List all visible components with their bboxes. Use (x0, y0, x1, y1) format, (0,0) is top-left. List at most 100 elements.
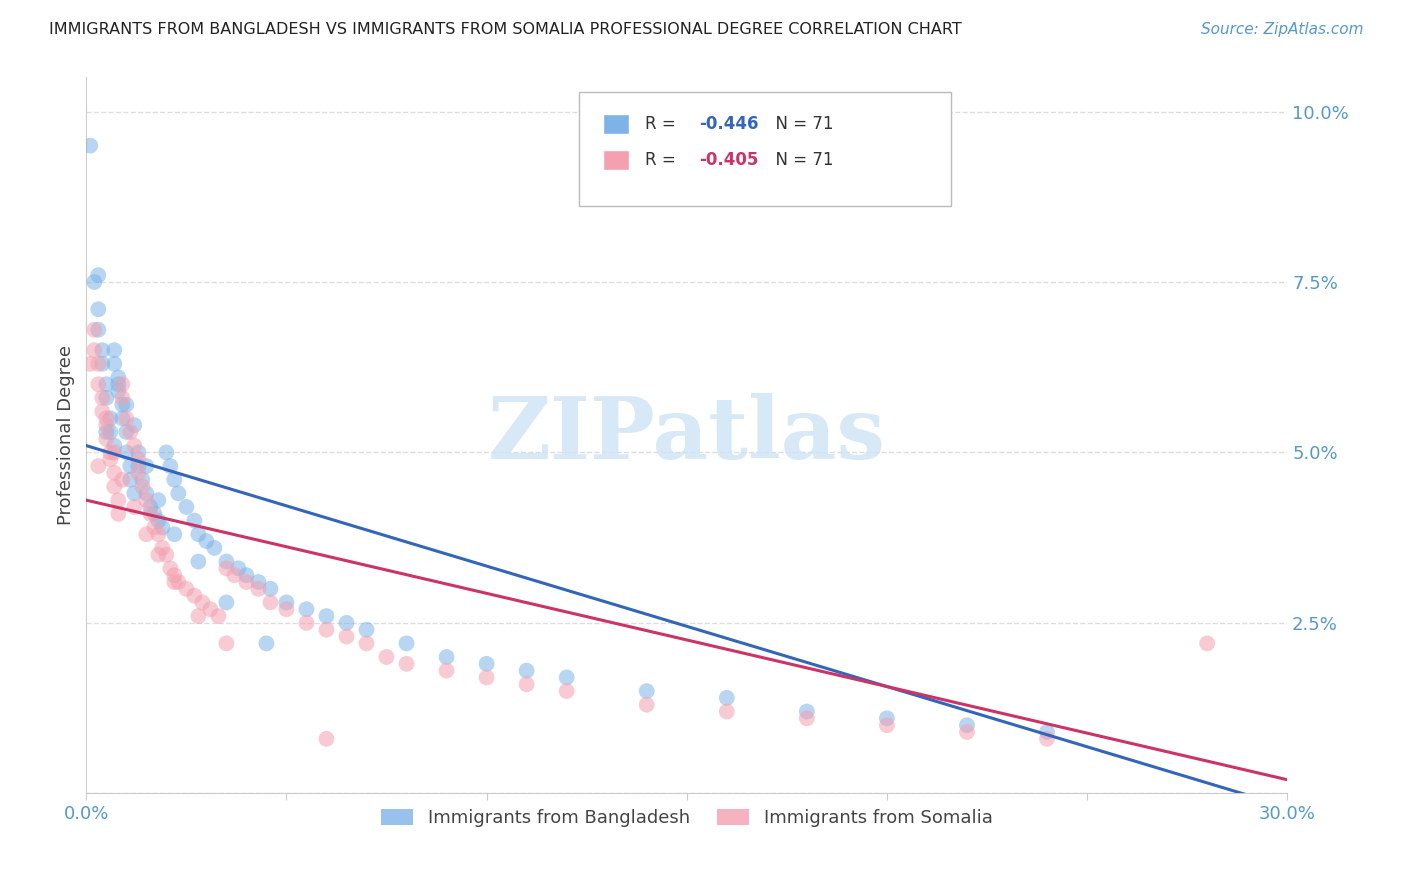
Y-axis label: Professional Degree: Professional Degree (58, 345, 75, 525)
Point (91, 357, 114, 371)
Point (87, 357, 110, 371)
Point (87, 268, 110, 282)
Point (163, 527, 186, 541)
Point (356, 623, 378, 637)
Text: Source: ZipAtlas.com: Source: ZipAtlas.com (1201, 22, 1364, 37)
Point (135, 486, 157, 500)
Point (87, 323, 110, 337)
Text: N = 71: N = 71 (765, 115, 834, 133)
Point (96, 432, 118, 446)
Point (155, 548, 177, 562)
Point (375, 650, 398, 665)
Point (115, 425, 138, 439)
Point (876, 718, 898, 732)
Point (115, 411, 138, 425)
Point (436, 650, 458, 665)
Point (96, 425, 118, 439)
Point (96, 377, 118, 392)
Point (111, 391, 134, 405)
Point (247, 582, 270, 596)
Point (143, 507, 166, 521)
Point (148, 514, 170, 528)
Point (135, 459, 157, 474)
Point (115, 398, 138, 412)
Point (103, 343, 125, 358)
Point (127, 452, 149, 467)
Point (215, 555, 238, 569)
Point (103, 357, 125, 371)
FancyBboxPatch shape (579, 92, 950, 206)
Point (183, 589, 205, 603)
Point (315, 731, 337, 746)
Point (796, 711, 818, 725)
Point (254, 636, 277, 650)
Point (956, 725, 979, 739)
Point (115, 445, 138, 459)
Point (139, 507, 162, 521)
Point (335, 615, 357, 630)
Point (139, 500, 162, 514)
Point (87, 377, 110, 392)
Point (215, 636, 238, 650)
Point (1197, 636, 1219, 650)
Text: ZIPatlas: ZIPatlas (488, 393, 886, 477)
Point (96, 418, 118, 433)
Point (259, 595, 281, 609)
Point (636, 698, 658, 712)
Point (636, 684, 658, 698)
Point (135, 527, 157, 541)
Point (356, 636, 378, 650)
Point (191, 595, 214, 609)
Point (516, 677, 538, 691)
Point (107, 507, 129, 521)
Point (187, 555, 209, 569)
Point (195, 534, 218, 549)
Point (127, 445, 149, 459)
Point (91, 404, 114, 418)
Point (120, 425, 142, 439)
Point (120, 473, 142, 487)
Point (155, 445, 177, 459)
Text: -0.446: -0.446 (699, 115, 758, 133)
Point (148, 493, 170, 508)
Point (150, 541, 173, 555)
Point (131, 473, 153, 487)
Point (516, 664, 538, 678)
Point (111, 377, 134, 392)
Point (120, 459, 142, 474)
Point (395, 636, 418, 650)
Text: R =: R = (645, 115, 681, 133)
Point (716, 705, 738, 719)
Point (96, 391, 118, 405)
Point (200, 602, 222, 616)
Point (103, 445, 125, 459)
Point (107, 384, 129, 398)
Text: R =: R = (645, 151, 681, 169)
Point (176, 500, 198, 514)
Point (1036, 731, 1059, 746)
Point (111, 411, 134, 425)
Point (98, 411, 121, 425)
Point (83, 275, 105, 289)
Point (228, 561, 250, 575)
Point (150, 520, 173, 534)
Point (111, 398, 134, 412)
Text: IMMIGRANTS FROM BANGLADESH VS IMMIGRANTS FROM SOMALIA PROFESSIONAL DEGREE CORREL: IMMIGRANTS FROM BANGLADESH VS IMMIGRANTS… (49, 22, 962, 37)
Point (127, 459, 149, 474)
Point (716, 690, 738, 705)
Point (124, 500, 146, 514)
Point (98, 452, 121, 467)
Point (79, 138, 101, 153)
Point (235, 568, 257, 582)
Point (436, 664, 458, 678)
Point (207, 609, 229, 624)
Point (148, 548, 170, 562)
Point (103, 479, 125, 493)
Point (103, 439, 125, 453)
Point (247, 574, 270, 589)
Text: N = 71: N = 71 (765, 151, 834, 169)
Point (183, 514, 205, 528)
Point (135, 493, 157, 508)
Point (98, 425, 121, 439)
Point (555, 670, 578, 684)
